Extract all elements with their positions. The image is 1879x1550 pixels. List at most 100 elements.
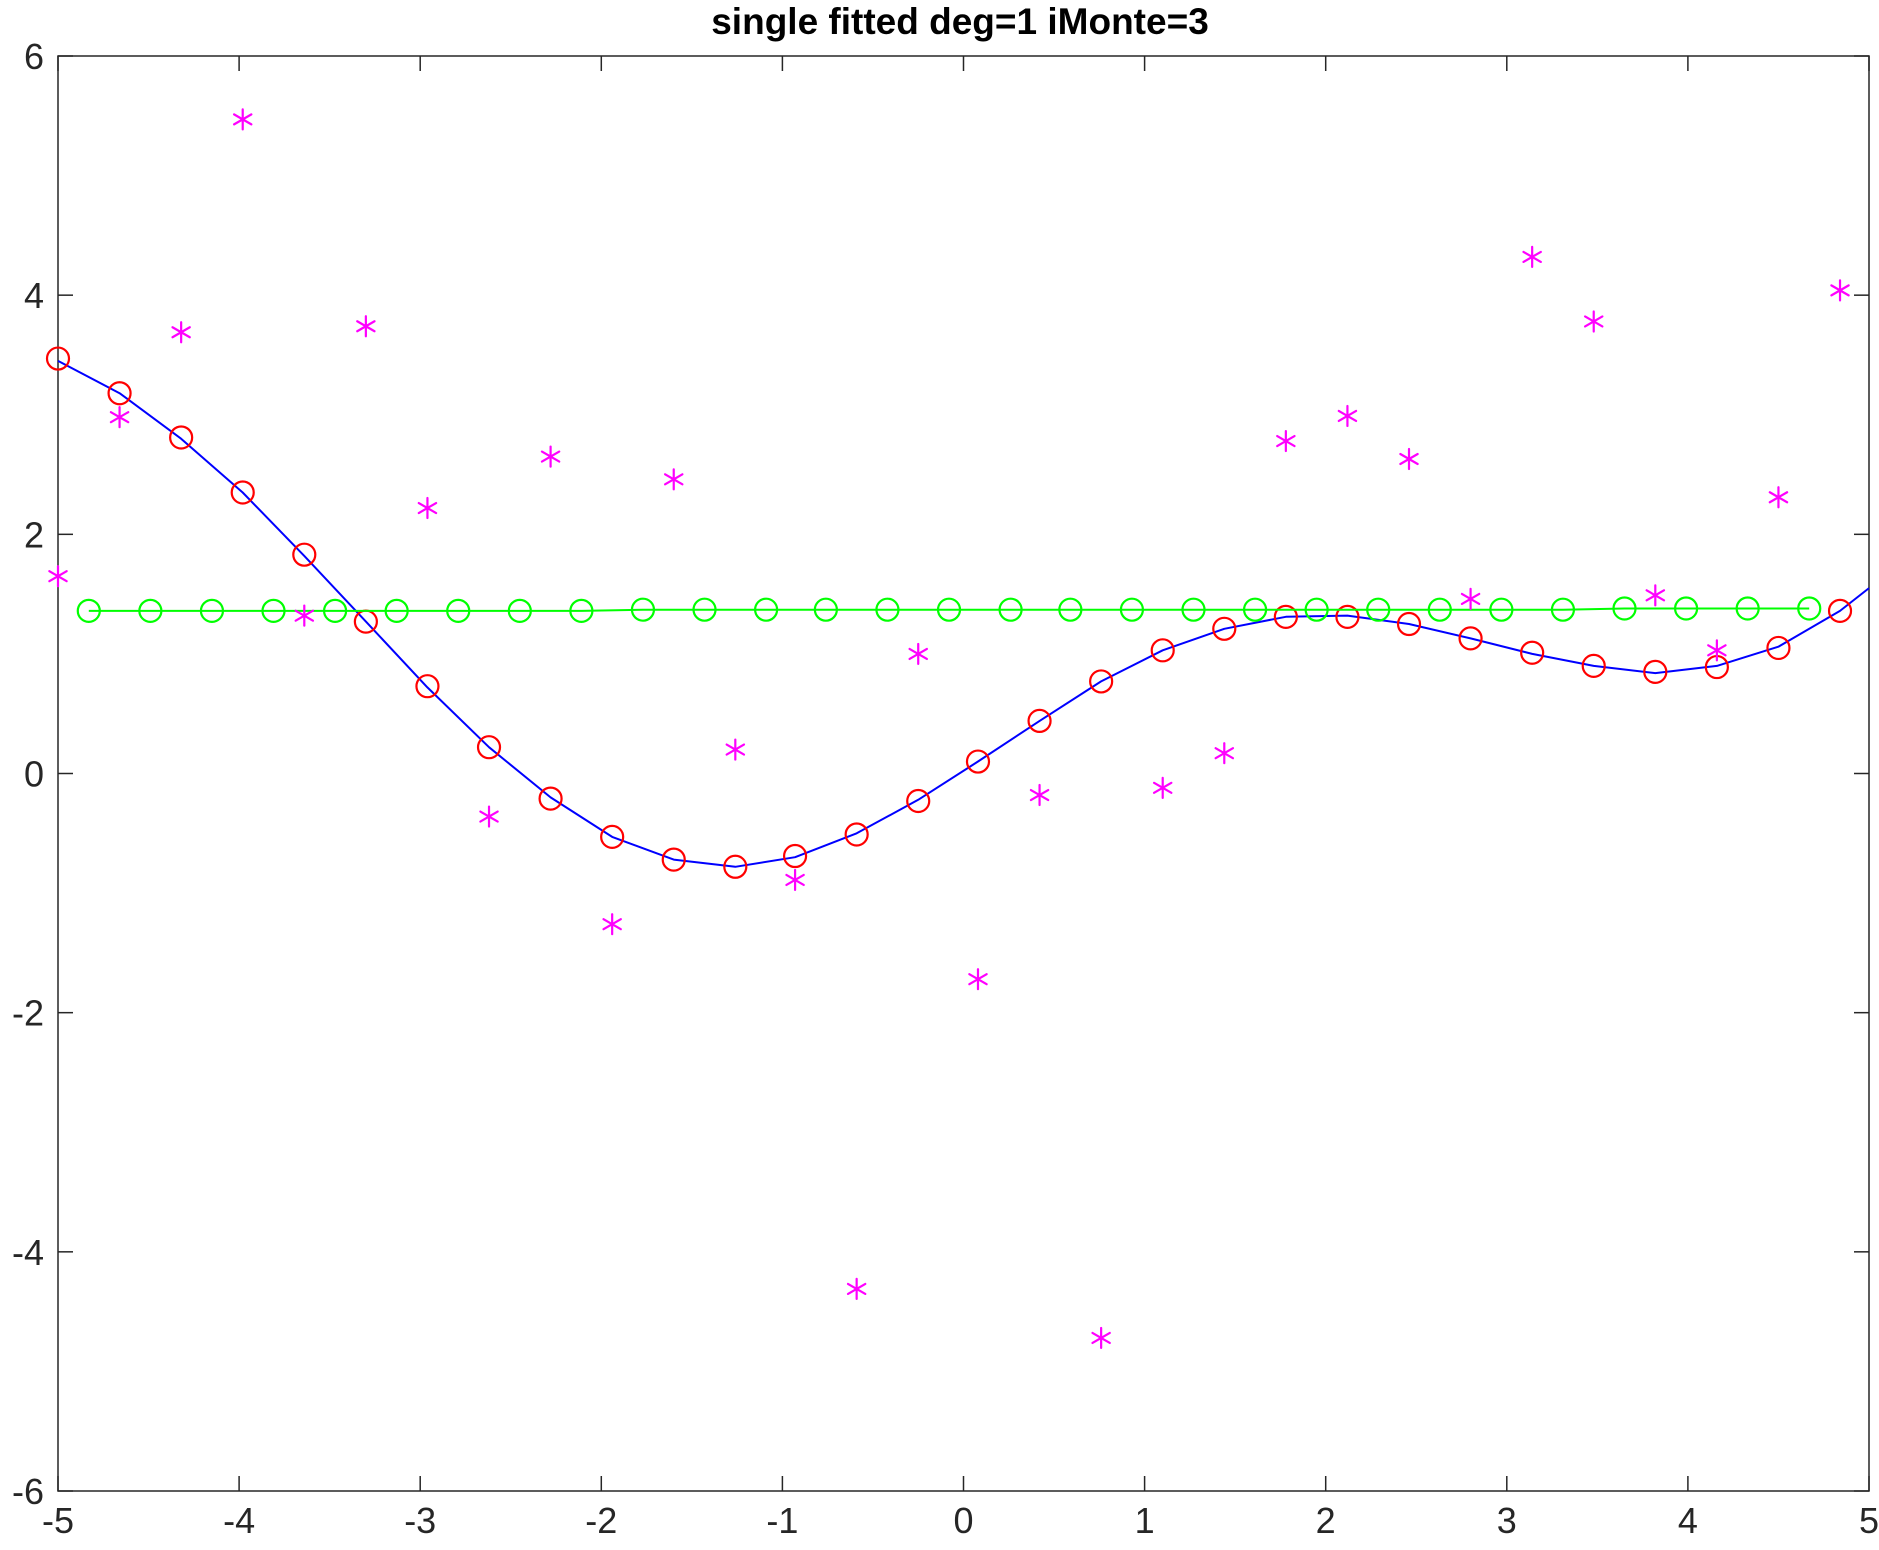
circle-marker bbox=[1396, 611, 1422, 637]
series-line bbox=[88, 607, 1810, 612]
circle-marker bbox=[538, 786, 563, 811]
circle-marker bbox=[965, 749, 991, 774]
y-tick-label: 4 bbox=[24, 275, 44, 316]
circle-marker bbox=[1550, 597, 1576, 622]
circle-marker bbox=[630, 597, 656, 622]
circle-marker bbox=[1427, 597, 1452, 622]
circle-marker bbox=[230, 480, 255, 505]
circle-marker bbox=[1827, 598, 1853, 623]
circle-marker bbox=[1581, 653, 1606, 678]
circle-marker bbox=[261, 598, 286, 623]
circle-marker bbox=[415, 674, 440, 699]
circle-marker bbox=[1212, 616, 1237, 641]
axes-box bbox=[57, 55, 1870, 1492]
circle-marker bbox=[1489, 597, 1514, 622]
circle-marker bbox=[1643, 659, 1668, 684]
x-tick-label: 5 bbox=[1859, 1500, 1879, 1541]
y-tick-label: 0 bbox=[24, 754, 44, 795]
x-tick-label: -5 bbox=[42, 1500, 74, 1541]
circle-marker bbox=[1335, 604, 1360, 629]
asterisk-marker bbox=[1337, 404, 1358, 428]
circle-marker bbox=[1089, 669, 1114, 694]
chart-title: single fitted deg=1 iMonte=3 bbox=[711, 1, 1209, 42]
asterisk-marker bbox=[1276, 429, 1296, 453]
asterisk-marker bbox=[417, 496, 438, 520]
circle-marker bbox=[569, 598, 594, 623]
circle-marker bbox=[998, 597, 1023, 622]
circle-marker bbox=[600, 824, 625, 849]
circle-marker bbox=[384, 598, 409, 623]
circle-marker bbox=[754, 597, 779, 622]
y-tick-label: -6 bbox=[12, 1471, 44, 1512]
circle-marker bbox=[1766, 635, 1791, 661]
asterisk-marker bbox=[1522, 245, 1542, 268]
circle-marker bbox=[76, 598, 101, 623]
circle-marker bbox=[1673, 596, 1699, 621]
x-tick-label: -3 bbox=[404, 1500, 436, 1541]
asterisk-marker bbox=[1645, 584, 1666, 607]
asterisk-marker bbox=[846, 1277, 867, 1301]
asterisk-marker bbox=[48, 565, 68, 588]
circle-marker bbox=[782, 843, 808, 869]
x-tick-label: 2 bbox=[1316, 1500, 1336, 1541]
circle-marker bbox=[1242, 597, 1268, 622]
asterisk-marker bbox=[1768, 486, 1789, 509]
series-line bbox=[57, 360, 1870, 868]
asterisk-marker bbox=[1460, 587, 1481, 611]
circle-marker bbox=[1119, 597, 1145, 622]
asterisk-marker bbox=[725, 738, 746, 761]
circle-marker bbox=[292, 542, 317, 567]
asterisk-marker bbox=[602, 913, 622, 936]
circle-marker bbox=[1058, 597, 1083, 622]
y-tick-label: 6 bbox=[24, 36, 44, 77]
y-tick-label: 2 bbox=[24, 514, 44, 555]
circle-marker bbox=[199, 598, 225, 623]
asterisk-marker bbox=[1091, 1326, 1111, 1350]
circle-marker bbox=[322, 598, 348, 623]
asterisk-marker bbox=[109, 406, 130, 429]
circle-marker bbox=[813, 597, 838, 622]
asterisk-marker bbox=[1152, 776, 1173, 799]
circle-marker bbox=[692, 597, 717, 622]
asterisk-marker bbox=[1830, 279, 1850, 302]
circle-marker bbox=[1027, 708, 1052, 733]
asterisk-marker bbox=[171, 321, 191, 344]
asterisk-marker bbox=[1214, 742, 1235, 765]
circle-marker bbox=[1150, 638, 1175, 663]
x-tick-label: -4 bbox=[223, 1500, 255, 1541]
y-tick-label: -4 bbox=[12, 1232, 44, 1273]
x-tick-label: 3 bbox=[1497, 1500, 1517, 1541]
circle-marker bbox=[138, 598, 163, 623]
x-tick-label: 0 bbox=[953, 1500, 973, 1541]
asterisk-marker bbox=[1583, 310, 1604, 333]
asterisk-marker bbox=[294, 604, 315, 627]
asterisk-marker bbox=[1399, 447, 1419, 471]
circle-marker bbox=[45, 346, 71, 371]
circle-marker bbox=[446, 598, 471, 623]
circle-marker bbox=[1366, 597, 1391, 622]
asterisk-marker bbox=[785, 868, 805, 892]
asterisk-marker bbox=[1029, 783, 1050, 807]
circle-marker bbox=[1458, 626, 1483, 651]
circle-marker bbox=[107, 381, 132, 406]
y-tick-label: -2 bbox=[12, 993, 44, 1034]
x-tick-label: 4 bbox=[1678, 1500, 1698, 1541]
circle-marker bbox=[507, 598, 532, 623]
circle-marker bbox=[1181, 597, 1206, 622]
asterisk-marker bbox=[479, 805, 499, 828]
asterisk-marker bbox=[663, 468, 684, 491]
asterisk-marker bbox=[540, 445, 561, 468]
circle-marker bbox=[476, 735, 502, 760]
circle-marker bbox=[169, 425, 194, 450]
circle-marker bbox=[1797, 596, 1822, 621]
x-tick-label: -1 bbox=[766, 1500, 798, 1541]
x-tick-label: 1 bbox=[1135, 1500, 1155, 1541]
circle-marker bbox=[1273, 604, 1298, 629]
asterisk-marker bbox=[968, 968, 988, 991]
circle-marker bbox=[844, 822, 869, 847]
circle-marker bbox=[1735, 596, 1760, 621]
circle-marker bbox=[875, 597, 900, 622]
asterisk-marker bbox=[1707, 639, 1727, 662]
